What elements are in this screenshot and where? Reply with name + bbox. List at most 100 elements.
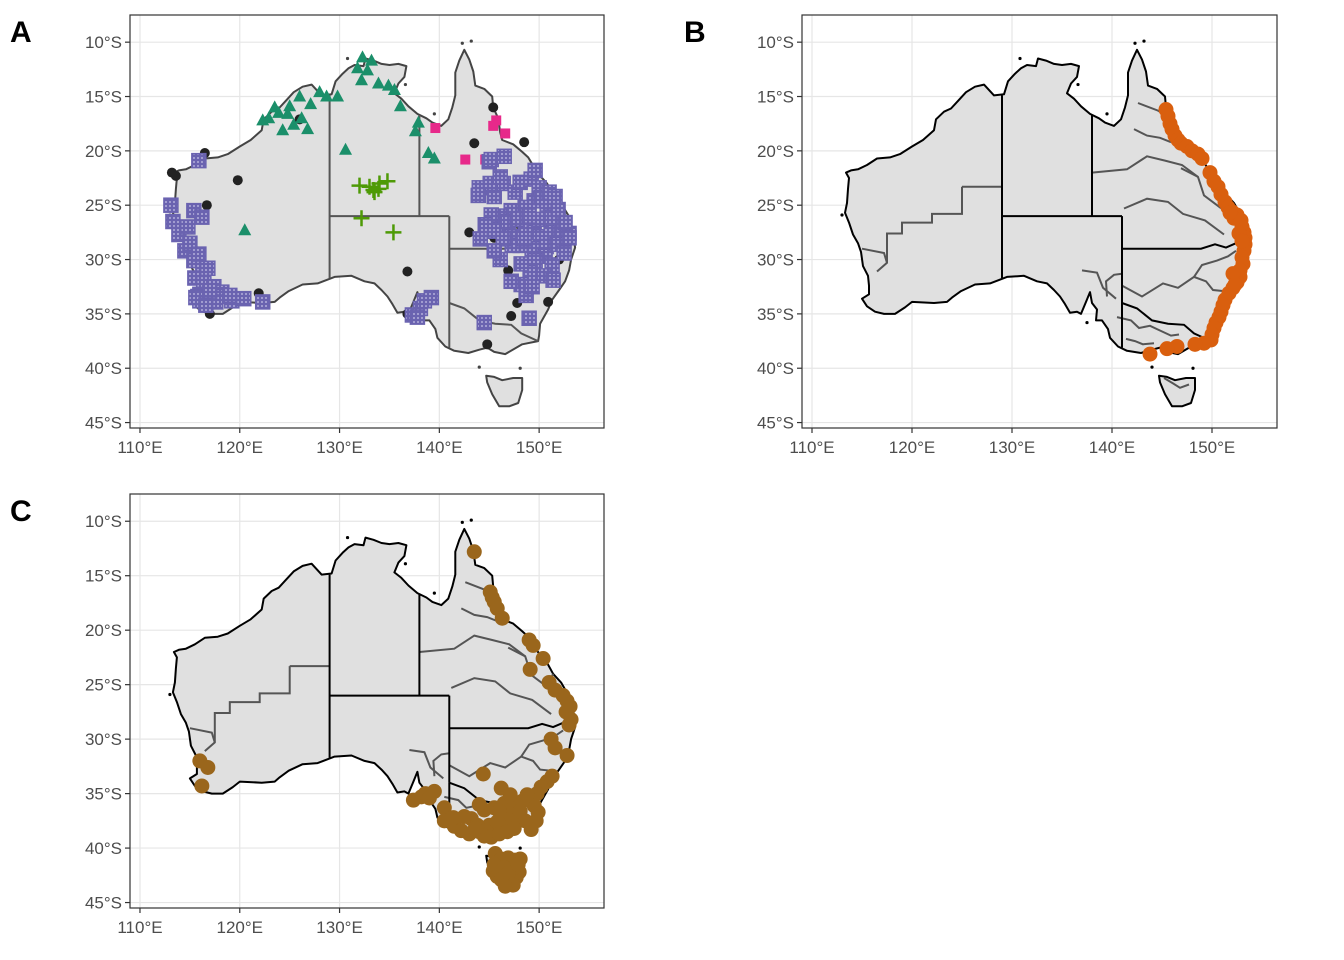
point — [471, 797, 487, 812]
point — [460, 154, 471, 165]
region-boundary — [432, 752, 450, 777]
point — [421, 146, 435, 159]
point — [353, 210, 370, 227]
point — [236, 290, 252, 307]
point — [194, 209, 210, 225]
y-tick-label: 45°S — [757, 414, 794, 433]
y-tick-label: 15°S — [85, 88, 122, 107]
point — [409, 309, 426, 325]
point — [165, 213, 181, 230]
island — [469, 518, 473, 522]
y-tick-label: 35°S — [85, 785, 122, 804]
coastal-islands — [840, 39, 1248, 370]
y-axis: 10°S 15°S 20°S 25°S 30°S 35°S 40°S 45°S — [757, 33, 802, 433]
point — [355, 73, 369, 86]
region-boundary — [419, 634, 526, 658]
x-axis: 110°E 120°E 130°E 140°E 150°E — [789, 428, 1235, 457]
point — [491, 115, 502, 126]
x-tick-label: 120°E — [889, 438, 936, 457]
point — [191, 152, 207, 169]
x-tick-label: 140°E — [416, 918, 463, 937]
panel-a: A 110°E 120°E 130°E 140°E 150°E 10°S 15°S 20°S 2… — [10, 14, 605, 457]
x-tick-label: 150°E — [516, 438, 563, 457]
y-tick-label: 20°S — [757, 142, 794, 161]
y-tick-label: 20°S — [85, 621, 122, 640]
point — [556, 245, 572, 261]
point — [408, 124, 422, 137]
y-tick-label: 45°S — [85, 414, 122, 433]
point — [561, 717, 577, 733]
point — [1227, 277, 1243, 293]
x-tick-label: 140°E — [416, 438, 463, 457]
point — [545, 272, 561, 288]
point — [281, 106, 295, 119]
point — [295, 111, 309, 124]
point — [470, 187, 487, 204]
point — [486, 188, 502, 205]
island — [1105, 112, 1109, 116]
point — [360, 63, 374, 76]
point — [488, 102, 499, 113]
point — [482, 339, 493, 350]
y-tick-label: 25°S — [85, 196, 122, 215]
island — [403, 82, 408, 87]
y-tick-label: 30°S — [757, 251, 794, 270]
point — [166, 167, 177, 178]
state-border — [1121, 302, 1212, 343]
point — [510, 856, 526, 872]
point — [320, 89, 334, 102]
point — [283, 99, 297, 112]
point — [426, 783, 442, 799]
y-axis: 10°S 15°S 20°S 25°S 30°S 35°S 40°S 45°S — [85, 33, 130, 433]
point — [301, 122, 315, 135]
point — [550, 201, 566, 218]
point — [495, 231, 511, 247]
x-tick-label: 130°E — [316, 918, 363, 937]
island — [1076, 82, 1080, 87]
y-tick-label: 15°S — [757, 88, 794, 107]
point — [191, 246, 207, 262]
y-tick-label: 25°S — [757, 196, 794, 215]
island — [1085, 320, 1089, 325]
x-tick-label: 140°E — [1089, 438, 1136, 457]
point — [521, 310, 537, 326]
island — [168, 692, 172, 697]
point — [488, 120, 499, 131]
point — [467, 820, 483, 836]
point — [200, 260, 216, 276]
point — [411, 115, 425, 128]
point — [202, 283, 218, 299]
point — [519, 137, 530, 148]
region-boundary — [450, 677, 552, 715]
x-tick-label: 150°E — [1189, 438, 1236, 457]
point — [200, 759, 216, 775]
point — [201, 200, 212, 211]
island — [518, 366, 522, 370]
point — [423, 289, 440, 306]
region-boundary — [1116, 316, 1180, 337]
point — [339, 142, 353, 155]
point — [506, 820, 522, 836]
x-tick-label: 110°E — [117, 438, 162, 457]
point — [456, 808, 472, 824]
region-boundary — [1104, 272, 1123, 297]
y-tick-label: 35°S — [757, 305, 794, 324]
panel-c: C 110°E 120°E 130°E 140°E 150°E 10°S 15°S 20°S 2… — [10, 493, 605, 937]
point — [524, 278, 540, 295]
x-tick-label: 120°E — [217, 438, 264, 457]
point — [198, 297, 214, 313]
state-border — [448, 302, 539, 343]
point — [519, 787, 535, 803]
point — [393, 99, 407, 112]
island — [840, 213, 844, 217]
tasmania-outline — [1158, 374, 1196, 408]
point — [513, 256, 529, 272]
region-boundary — [1163, 377, 1190, 389]
point — [356, 50, 370, 63]
point — [466, 544, 482, 560]
point — [370, 180, 387, 197]
point — [525, 637, 541, 653]
y-tick-label: 40°S — [85, 359, 122, 378]
region-boundary — [460, 607, 499, 623]
y-axis: 10°S 15°S 20°S 25°S 30°S 35°S 40°S 45°S — [85, 512, 130, 913]
